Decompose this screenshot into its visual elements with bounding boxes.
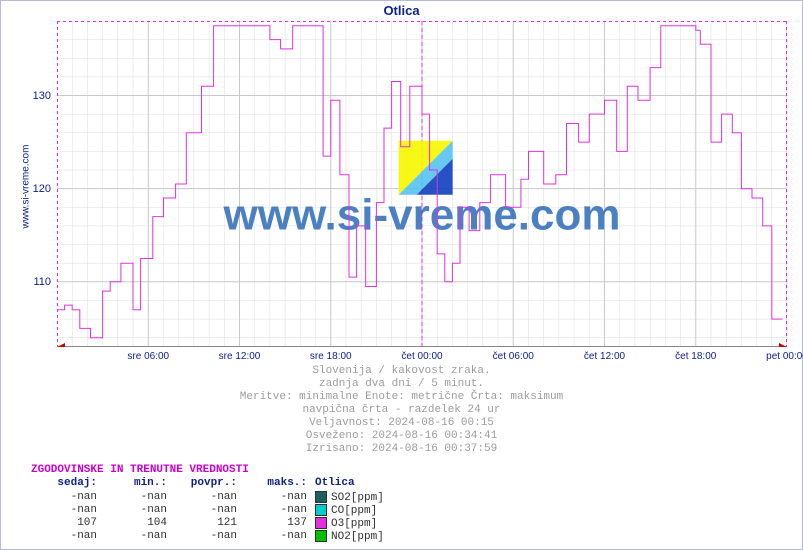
plot-area: www.si-vreme.com bbox=[57, 21, 787, 347]
history-cell: -nan bbox=[31, 491, 101, 504]
xtick-label: čet 00:00 bbox=[401, 351, 442, 362]
legend-cell: NO2[ppm] bbox=[311, 530, 409, 543]
history-cell: -nan bbox=[31, 530, 101, 543]
history-cell: 137 bbox=[241, 517, 311, 530]
plot-svg: www.si-vreme.com bbox=[57, 21, 787, 347]
history-cell: -nan bbox=[171, 504, 241, 517]
table-row: -nan-nan-nan-nanNO2[ppm] bbox=[31, 530, 409, 543]
caption-line: Meritve: minimalne Enote: metrične Črta:… bbox=[1, 391, 802, 403]
xtick-label: čet 18:00 bbox=[675, 351, 716, 362]
caption-line: navpična črta - razdelek 24 ur bbox=[1, 404, 802, 416]
xtick-label: čet 12:00 bbox=[584, 351, 625, 362]
history-cell: -nan bbox=[101, 504, 171, 517]
ytick-label: 120 bbox=[1, 183, 51, 195]
history-cell: -nan bbox=[241, 491, 311, 504]
history-cell: -nan bbox=[101, 530, 171, 543]
chart-container: www.si-vreme.com Otlica 110 120 130 sre 06… bbox=[0, 0, 803, 550]
history-cell: -nan bbox=[31, 504, 101, 517]
history-cell: 121 bbox=[171, 517, 241, 530]
history-col-header: min.: bbox=[101, 477, 171, 491]
caption-line: Slovenija / kakovost zraka. bbox=[1, 365, 802, 377]
history-col-header: sedaj: bbox=[31, 477, 101, 491]
history-table: sedaj:min.:povpr.:maks.:Otlica -nan-nan-… bbox=[31, 477, 409, 543]
history-cell: -nan bbox=[101, 491, 171, 504]
legend-swatch bbox=[315, 504, 327, 516]
xtick-label: sre 12:00 bbox=[219, 351, 261, 362]
chart-title: Otlica bbox=[1, 3, 802, 18]
history-col-header: Otlica bbox=[311, 477, 409, 491]
caption-line: Veljavnost: 2024-08-16 00:15 bbox=[1, 417, 802, 429]
table-row: -nan-nan-nan-nanCO[ppm] bbox=[31, 504, 409, 517]
history-cell: 104 bbox=[101, 517, 171, 530]
legend-swatch bbox=[315, 491, 327, 503]
legend-cell: CO[ppm] bbox=[311, 504, 409, 517]
history-col-header: povpr.: bbox=[171, 477, 241, 491]
ytick-label: 110 bbox=[1, 276, 51, 288]
history-cell: -nan bbox=[241, 504, 311, 517]
ytick-label: 130 bbox=[1, 90, 51, 102]
history-cell: -nan bbox=[171, 530, 241, 543]
xtick-label: pet 00:00 bbox=[766, 351, 803, 362]
table-row: -nan-nan-nan-nanSO2[ppm] bbox=[31, 491, 409, 504]
table-row: 107104121137O3[ppm] bbox=[31, 517, 409, 530]
history-cell: 107 bbox=[31, 517, 101, 530]
xtick-label: sre 18:00 bbox=[310, 351, 352, 362]
svg-text:www.si-vreme.com: www.si-vreme.com bbox=[223, 191, 621, 240]
legend-cell: SO2[ppm] bbox=[311, 491, 409, 504]
history-title: ZGODOVINSKE IN TRENUTNE VREDNOSTI bbox=[31, 464, 249, 476]
legend-swatch bbox=[315, 530, 327, 542]
caption-line: Izrisano: 2024-08-16 00:37:59 bbox=[1, 443, 802, 455]
legend-cell: O3[ppm] bbox=[311, 517, 409, 530]
history-cell: -nan bbox=[241, 530, 311, 543]
caption-line: Osveženo: 2024-08-16 00:34:41 bbox=[1, 430, 802, 442]
history-cell: -nan bbox=[171, 491, 241, 504]
xtick-label: sre 06:00 bbox=[127, 351, 169, 362]
history-col-header: maks.: bbox=[241, 477, 311, 491]
legend-swatch bbox=[315, 517, 327, 529]
caption-line: zadnja dva dni / 5 minut. bbox=[1, 378, 802, 390]
xtick-label: čet 06:00 bbox=[493, 351, 534, 362]
